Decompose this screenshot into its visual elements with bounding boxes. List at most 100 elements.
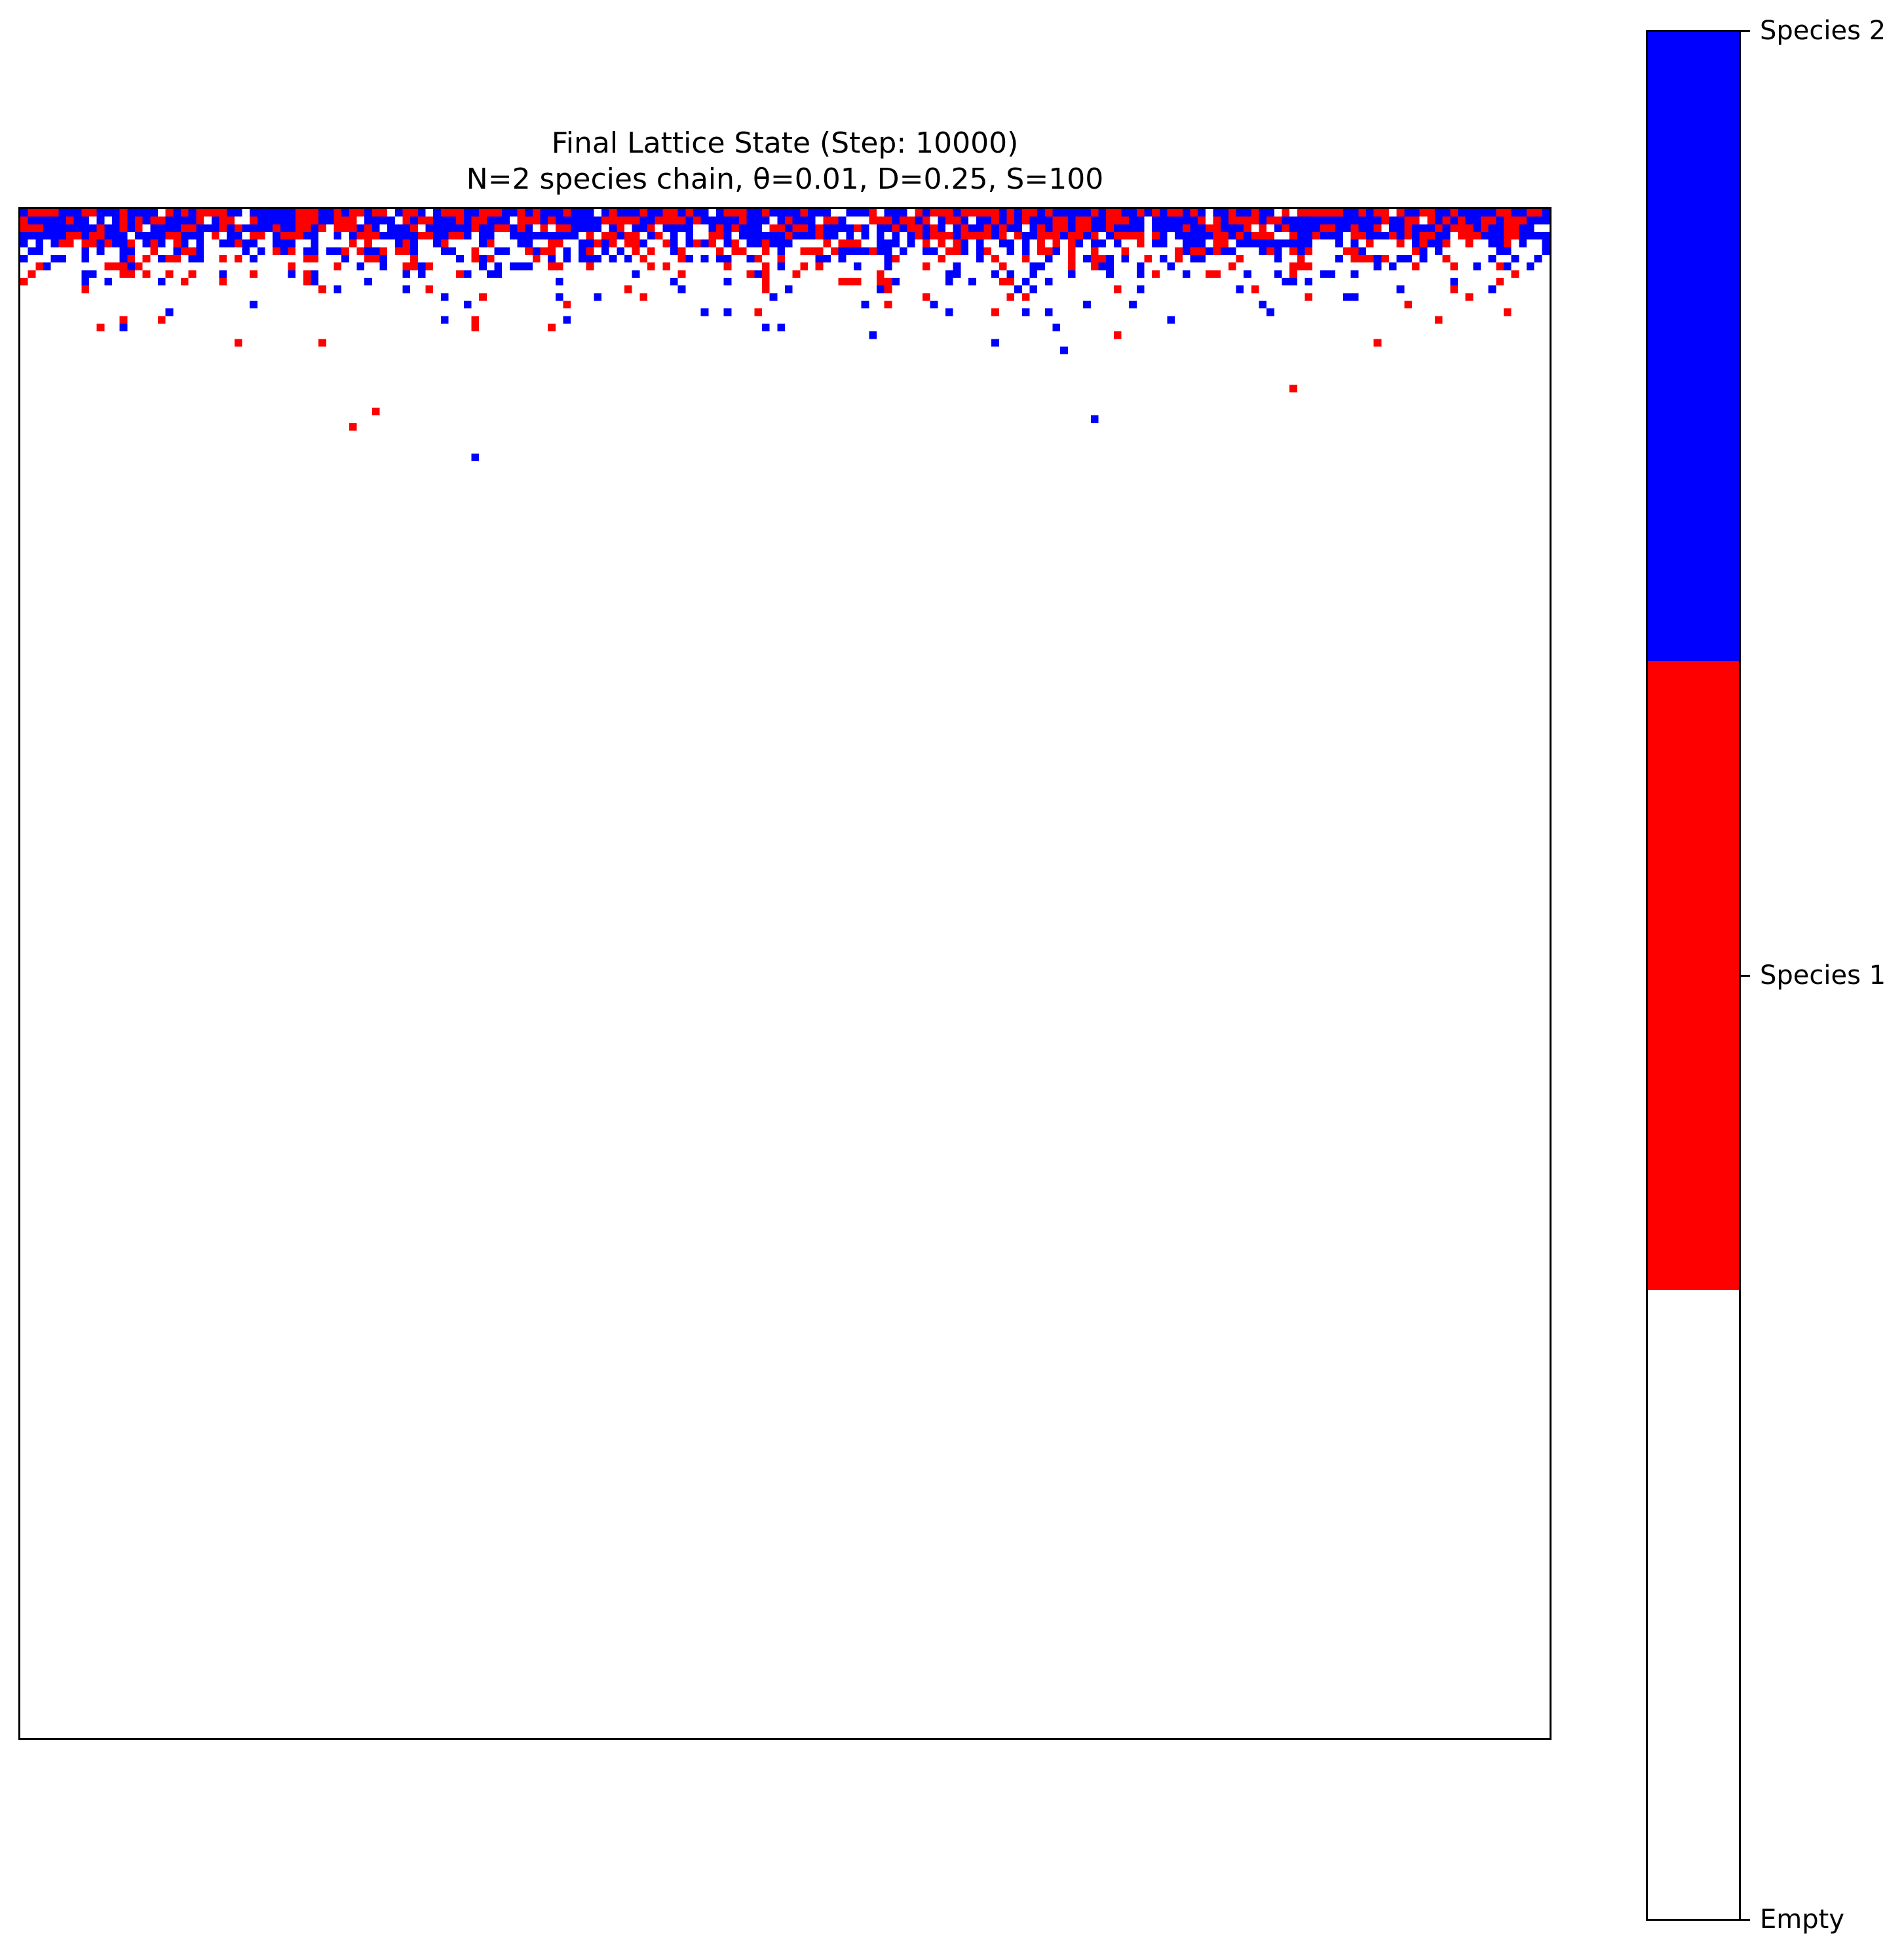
lattice-cell [999,239,1007,248]
lattice-cell [1488,216,1496,225]
lattice-cell [486,255,495,263]
lattice-cell [609,224,617,233]
lattice-cell [976,224,984,233]
lattice-cell [715,209,724,217]
lattice-cell [1320,224,1328,233]
lattice-cell [586,209,594,217]
lattice-cell [204,224,212,233]
lattice-cell [1136,239,1145,248]
lattice-cell [1350,247,1359,255]
lattice-cell [463,232,472,240]
lattice-cell [211,232,219,240]
lattice-cell [188,224,197,233]
lattice-cell [1274,239,1282,248]
lattice-cell [173,255,181,263]
lattice-cell [1320,232,1328,240]
lattice-cell [823,232,831,240]
lattice-cell [525,247,533,255]
lattice-cell [846,232,854,240]
lattice-cell [586,224,594,233]
lattice-cell [892,255,900,263]
lattice-cell [991,255,999,263]
lattice-cell [43,232,51,240]
lattice-cell [662,216,670,225]
lattice-cell [1213,247,1221,255]
lattice-cell [1388,232,1397,240]
lattice-cell [394,224,403,233]
lattice-cell [1266,232,1274,240]
lattice-cell [50,232,59,240]
lattice-cell [1021,247,1030,255]
lattice-cell [150,224,159,233]
lattice-cell [1289,216,1297,225]
lattice-cell [823,216,831,225]
lattice-cell [1075,216,1084,225]
lattice-cell [1434,209,1443,217]
lattice-cell [311,232,319,240]
lattice-cell [1052,247,1061,255]
lattice-cell [854,278,862,286]
lattice-cell [471,216,480,225]
colorbar-label-empty: Empty [1760,1904,1844,1935]
lattice-cell [1090,209,1099,217]
lattice-cell [586,262,594,271]
lattice-cell [448,247,457,255]
lattice-cell [35,209,44,217]
lattice-cell [1175,255,1183,263]
lattice-cell [158,239,166,248]
lattice-cell [1465,232,1474,240]
lattice-cell [1427,224,1435,233]
lattice-cell [1090,224,1099,233]
lattice-cell [823,224,831,233]
lattice-cell [1289,239,1297,248]
lattice-cell [43,216,51,225]
lattice-cell [326,247,334,255]
lattice-cell [1044,247,1053,255]
lattice-cell [1090,239,1099,248]
lattice-cell [326,216,334,225]
lattice-cell [532,209,541,217]
lattice-cell [1473,262,1481,271]
lattice-cell [433,239,441,248]
lattice-cell [440,224,449,233]
lattice-cell [991,224,999,233]
lattice-cell [173,209,181,217]
lattice-cell [1106,262,1114,271]
lattice-cell [1496,216,1504,225]
lattice-cell [715,255,724,263]
lattice-cell [1373,209,1382,217]
lattice-cell [647,216,655,225]
lattice-cell [425,285,434,293]
lattice-cell [1083,209,1091,217]
lattice-cell [1274,216,1282,225]
lattice-cell [999,232,1007,240]
lattice-cell [119,224,128,233]
lattice-cell [754,255,762,263]
lattice-cell [387,224,395,233]
lattice-cell [1244,239,1251,248]
colorbar-segment-species-2 [1648,32,1739,662]
lattice-cell [387,216,395,225]
lattice-cell [1098,216,1107,225]
lattice-cell [785,224,793,233]
lattice-cell [1350,239,1359,248]
lattice-cell [838,247,847,255]
lattice-cell [854,209,862,217]
lattice-cell [715,247,724,255]
lattice-cell [632,232,640,240]
lattice-cell [364,209,372,217]
lattice-cell [280,216,288,225]
lattice-cell [1496,262,1504,271]
lattice-cell [1113,209,1122,217]
lattice-cell [1320,270,1328,278]
lattice-cell [517,232,525,240]
lattice-cell [440,232,449,240]
lattice-cell [456,216,464,225]
lattice-cell [127,247,136,255]
lattice-cell [999,278,1007,286]
lattice-cell [594,255,601,263]
lattice-cell [486,232,495,240]
lattice-cell [66,209,74,217]
lattice-cell [288,209,296,217]
lattice-cell [968,209,976,217]
